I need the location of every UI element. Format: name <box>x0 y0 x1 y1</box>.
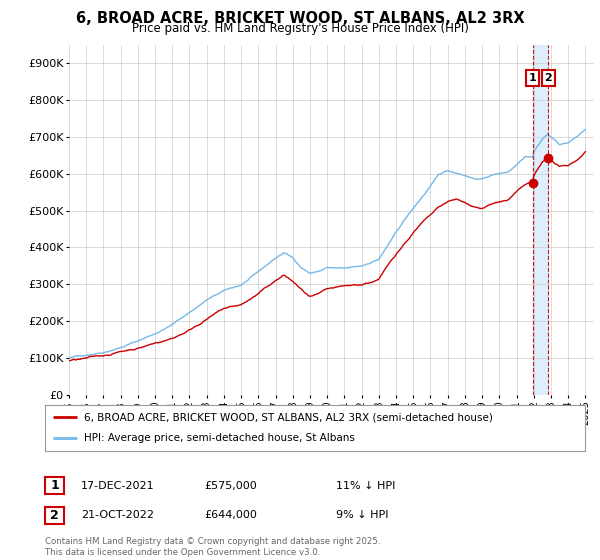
Text: £575,000: £575,000 <box>204 480 257 491</box>
Text: HPI: Average price, semi-detached house, St Albans: HPI: Average price, semi-detached house,… <box>84 433 355 444</box>
Text: Price paid vs. HM Land Registry's House Price Index (HPI): Price paid vs. HM Land Registry's House … <box>131 22 469 35</box>
Text: 6, BROAD ACRE, BRICKET WOOD, ST ALBANS, AL2 3RX: 6, BROAD ACRE, BRICKET WOOD, ST ALBANS, … <box>76 11 524 26</box>
Text: 9% ↓ HPI: 9% ↓ HPI <box>336 510 389 520</box>
Text: 2: 2 <box>50 508 59 522</box>
Text: 6, BROAD ACRE, BRICKET WOOD, ST ALBANS, AL2 3RX (semi-detached house): 6, BROAD ACRE, BRICKET WOOD, ST ALBANS, … <box>84 412 493 422</box>
Text: £644,000: £644,000 <box>204 510 257 520</box>
Text: 2: 2 <box>545 73 552 83</box>
Text: Contains HM Land Registry data © Crown copyright and database right 2025.
This d: Contains HM Land Registry data © Crown c… <box>45 537 380 557</box>
Text: 1: 1 <box>50 479 59 492</box>
Text: 21-OCT-2022: 21-OCT-2022 <box>81 510 154 520</box>
Text: 11% ↓ HPI: 11% ↓ HPI <box>336 480 395 491</box>
Bar <box>533 45 548 395</box>
Text: 17-DEC-2021: 17-DEC-2021 <box>81 480 155 491</box>
Text: 1: 1 <box>529 73 536 83</box>
